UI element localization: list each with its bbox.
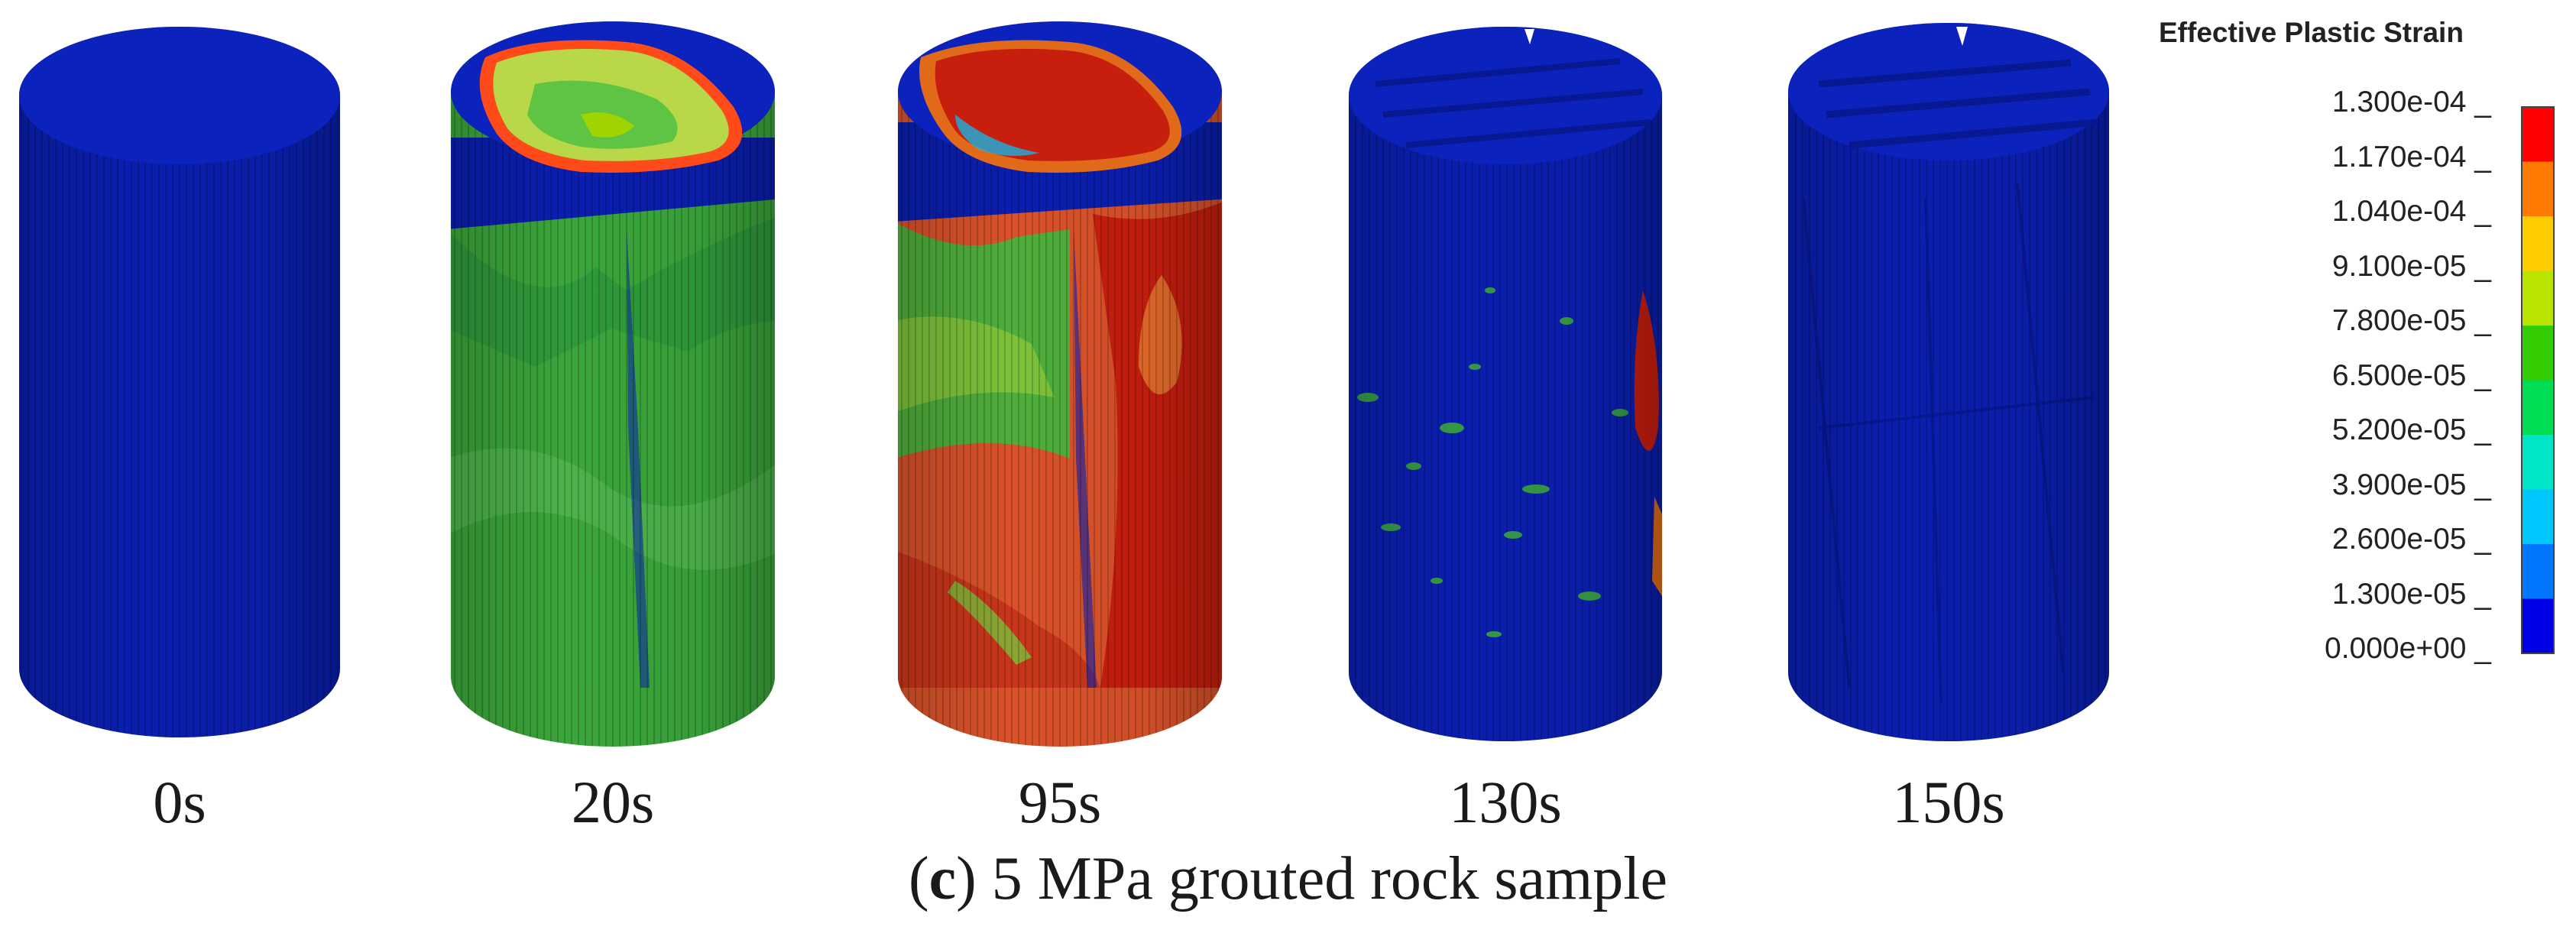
legend-tick-label: 3.900e-05 _ — [2331, 468, 2491, 501]
legend-swatch — [2522, 380, 2554, 436]
legend-tick-label: 0.000e+00 _ — [2325, 632, 2491, 665]
legend-swatch — [2522, 271, 2554, 326]
legend-tick-label: 1.300e-04 _ — [2331, 86, 2491, 118]
time-label-95s: 95s — [1018, 769, 1102, 835]
sample-20s — [451, 21, 775, 747]
legend-title: Effective Plastic Strain — [2159, 17, 2464, 48]
legend-swatch — [2522, 435, 2554, 490]
legend-tick-label: 1.300e-05 _ — [2331, 577, 2491, 611]
caption-letter: c — [928, 845, 957, 912]
legend-swatch — [2522, 598, 2554, 654]
legend-tick-label: 5.200e-05 _ — [2331, 413, 2491, 446]
legend-swatch — [2522, 489, 2554, 545]
legend-tick-label: 1.170e-04 _ — [2331, 140, 2491, 173]
legend-tick-label: 2.600e-05 _ — [2331, 523, 2491, 556]
legend-swatch — [2522, 216, 2554, 271]
legend-swatch — [2522, 544, 2554, 599]
legend-swatch — [2522, 326, 2554, 381]
time-label-130s: 130s — [1449, 769, 1562, 835]
legend-tick-label: 1.040e-04 _ — [2331, 195, 2491, 228]
time-label-150s: 150s — [1892, 769, 2005, 835]
sample-top-face — [19, 27, 340, 164]
sample-150s — [1788, 23, 2109, 741]
legend-tick-label: 7.800e-05 _ — [2331, 304, 2491, 337]
figure-caption: (c) 5 MPa grouted rock sample — [908, 845, 1668, 912]
legend-color-bar — [2521, 106, 2555, 654]
legend-bar-border — [2521, 106, 2555, 654]
legend-swatch — [2522, 107, 2554, 162]
caption-text: 5 MPa grouted rock sample — [976, 845, 1668, 912]
time-label-0s: 0s — [153, 769, 206, 835]
legend-tick-label: 9.100e-05 _ — [2331, 249, 2491, 283]
sample-0s — [19, 27, 340, 737]
sample-95s — [898, 21, 1222, 747]
legend-tick-label: 6.500e-05 _ — [2331, 358, 2491, 392]
time-label-20s: 20s — [571, 769, 655, 835]
legend-swatch — [2522, 161, 2554, 217]
sample-130s — [1349, 27, 1662, 741]
